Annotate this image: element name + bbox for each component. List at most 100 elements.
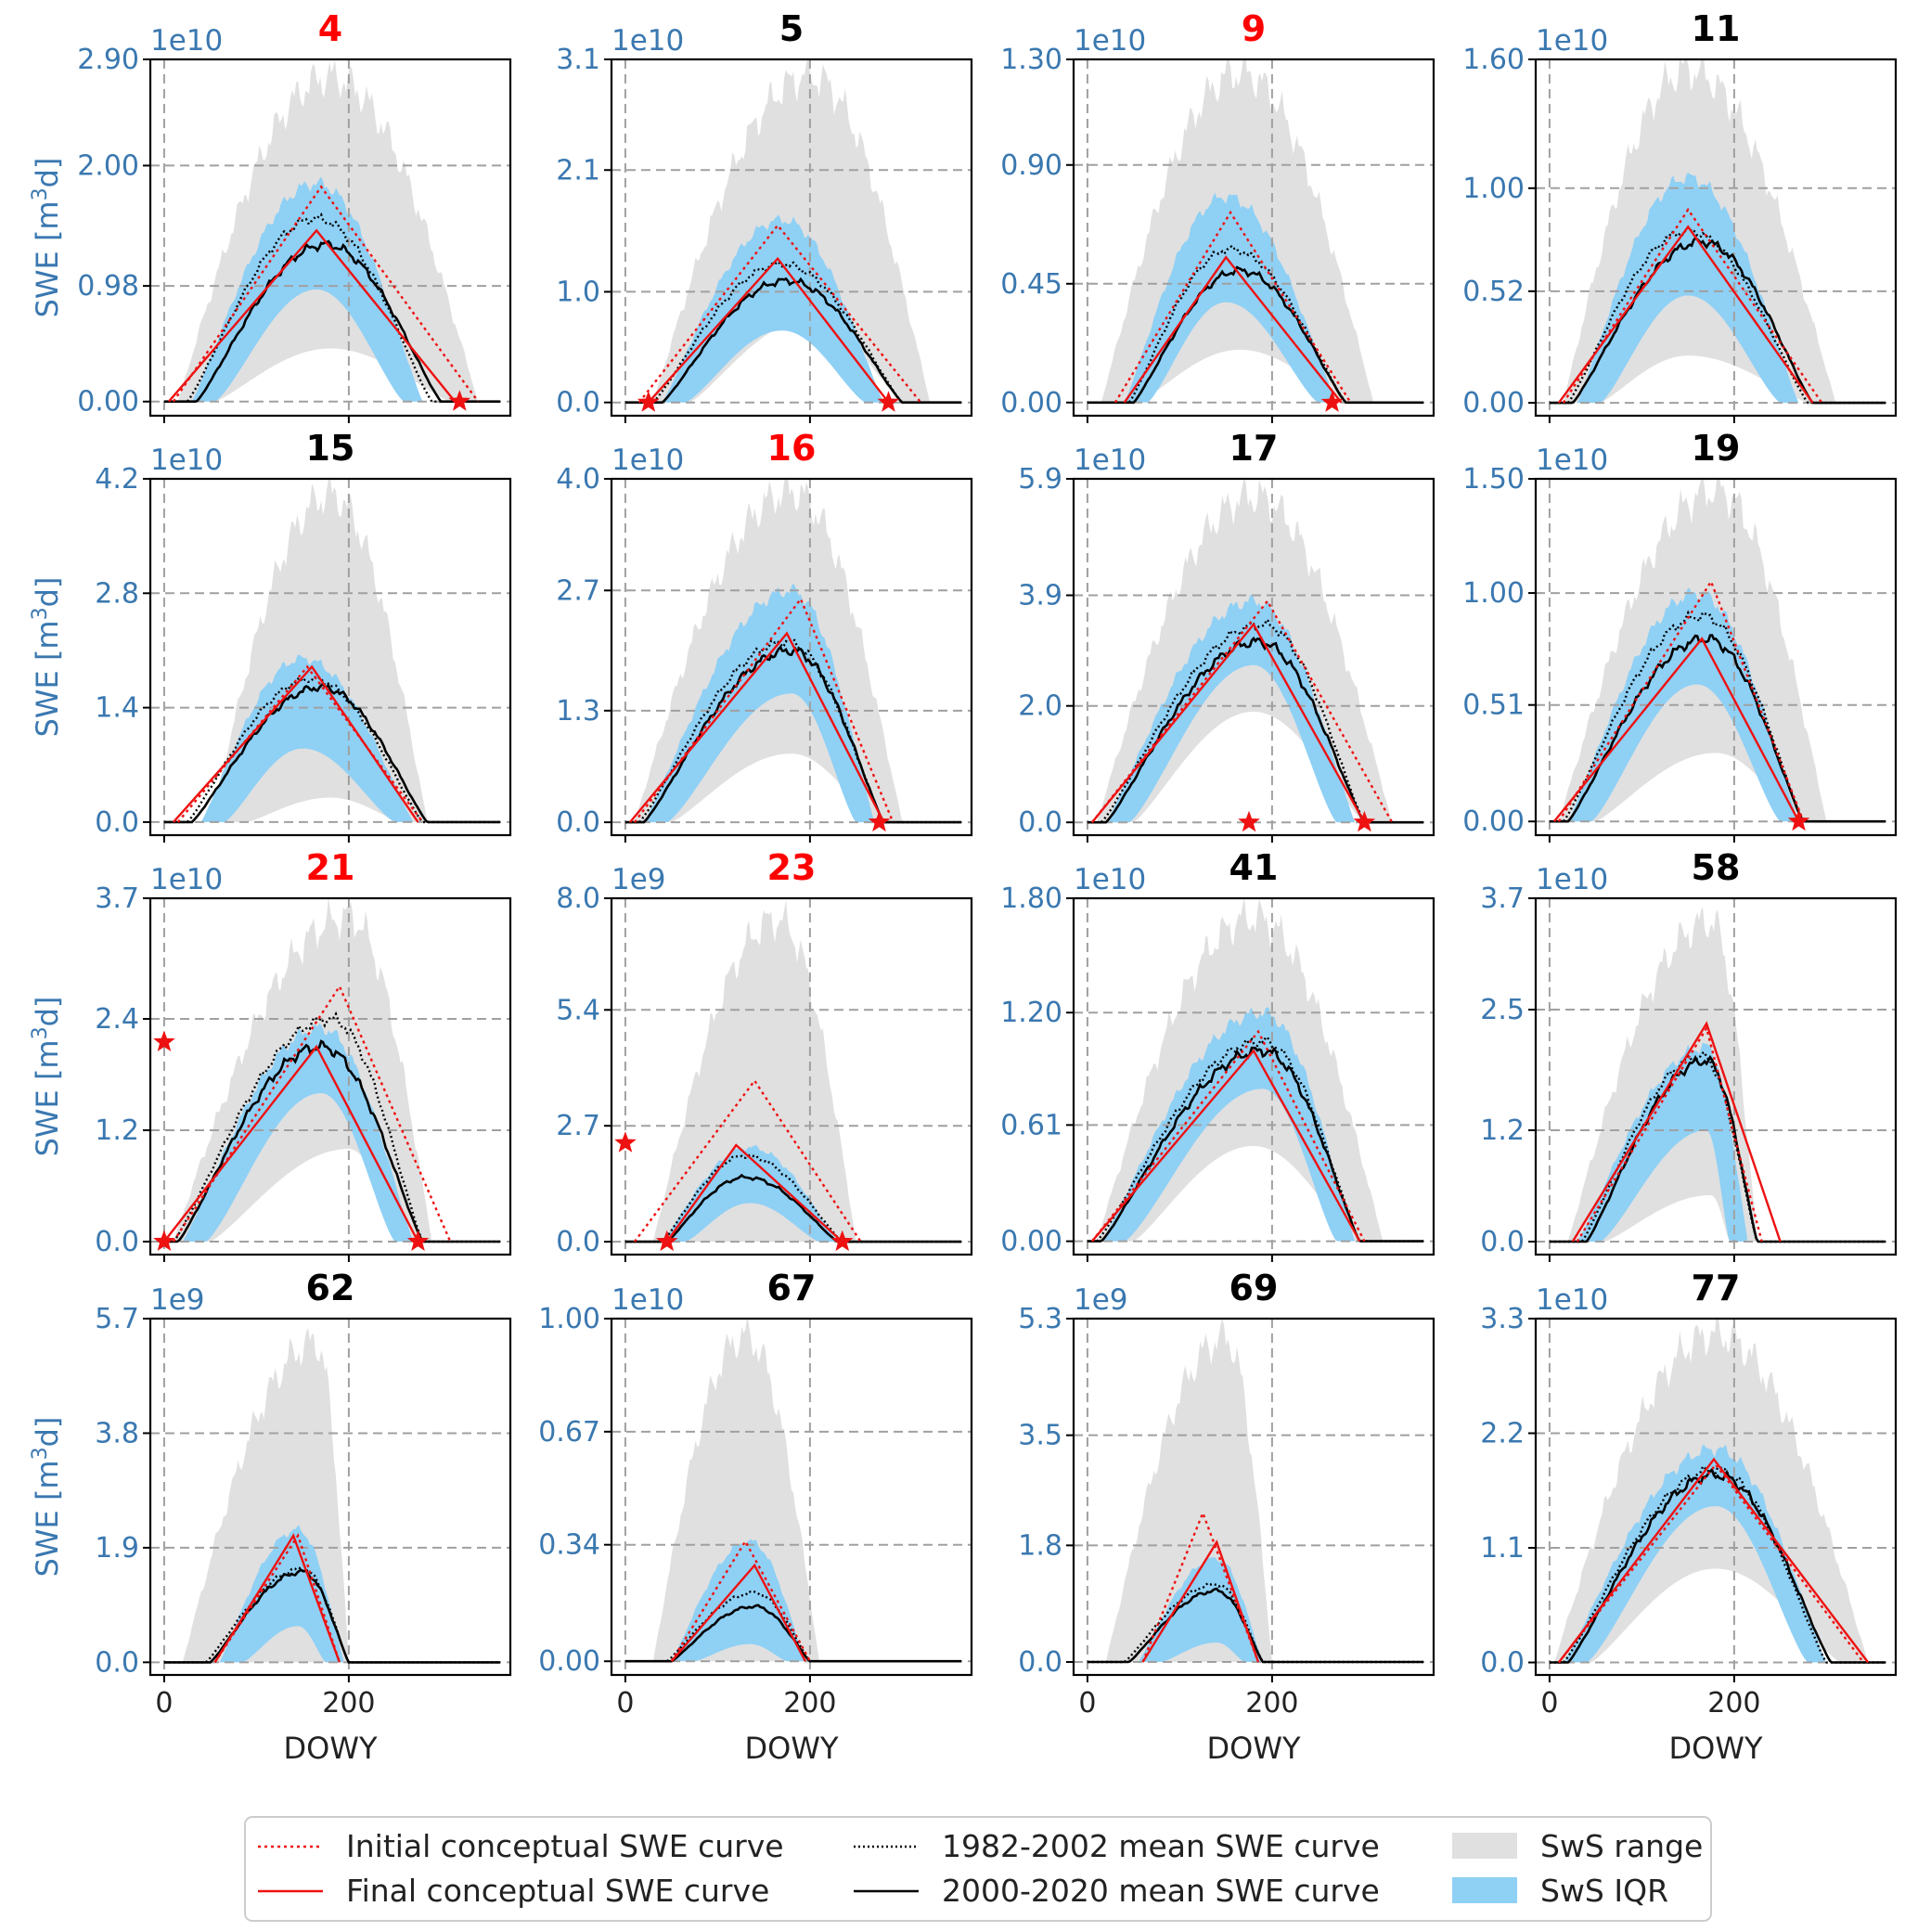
panel-frame — [610, 896, 973, 1256]
x-tick-label: 0 — [616, 1687, 634, 1719]
y-tick-label: 1.2 — [95, 1114, 139, 1147]
initial-conceptual-curve — [1141, 1510, 1260, 1663]
sws-iqr-band — [219, 1525, 343, 1663]
y-tick-label: 0.67 — [538, 1416, 600, 1449]
x-tick-label: 0 — [155, 1687, 173, 1719]
sws-iqr-band — [662, 1145, 838, 1243]
y-tick-label: 0.00 — [1000, 1226, 1062, 1258]
legend-label: Initial conceptual SWE curve — [346, 1828, 784, 1864]
plot-area — [611, 1319, 972, 1675]
y-offset-label: 1e10 — [1074, 444, 1146, 477]
y-axis-label-main: SWE [m — [30, 1460, 65, 1577]
y-offset-label: 1e9 — [150, 1283, 205, 1317]
y-axis-label-sup: 3 — [29, 1447, 52, 1460]
plot-area — [1536, 1319, 1896, 1675]
panel-frame — [1534, 896, 1898, 1256]
plot-area — [1074, 59, 1434, 416]
y-tick-label: 0.0 — [1018, 806, 1062, 839]
mean-1982-2002-curve — [163, 675, 501, 824]
legend-item: 2000-2020 mean SWE curve — [854, 1873, 1380, 1909]
y-tick-label: 2.7 — [556, 574, 600, 607]
y-tick-label: 3.7 — [1480, 882, 1525, 915]
y-tick-label: 2.1 — [556, 154, 600, 187]
y-axis-label-main: SWE [m — [30, 1039, 65, 1156]
x-axis-label: DOWY — [1206, 1731, 1300, 1766]
y-offset-label: 1e10 — [1536, 24, 1608, 58]
y-tick-label: 0.34 — [538, 1529, 600, 1562]
panel-title: 4 — [318, 8, 342, 49]
star-marker — [830, 1230, 854, 1252]
mean-1982-2002-curve — [624, 1153, 962, 1243]
panel-frame — [1534, 477, 1898, 837]
panel-title: 77 — [1692, 1268, 1741, 1308]
initial-conceptual-curve — [1113, 210, 1352, 404]
y-tick-label: 3.8 — [95, 1417, 139, 1449]
initial-conceptual-curve — [1557, 579, 1805, 822]
plot-area — [150, 59, 510, 416]
y-tick-label: 0.0 — [95, 806, 139, 839]
panel-title: 41 — [1229, 847, 1279, 888]
y-tick-label: 1.50 — [1462, 463, 1525, 496]
y-axis-label-sup: 3 — [29, 187, 52, 200]
mean-2000-2020-curve — [163, 682, 501, 824]
sws-iqr-band — [1101, 1007, 1355, 1242]
y-tick-label: 0.98 — [77, 270, 139, 303]
y-tick-label: 1.00 — [538, 1303, 600, 1335]
x-axis-label: DOWY — [283, 1731, 377, 1766]
sws-iqr-band — [200, 654, 414, 822]
mean-2000-2020-curve — [163, 1039, 501, 1243]
mean-1982-2002-curve — [1549, 1464, 1886, 1664]
x-tick-label: 200 — [1707, 1687, 1760, 1719]
final-conceptual-curve — [1552, 637, 1800, 822]
plot-area — [611, 59, 972, 416]
panel-5: 0.0 1.0 2.1 3.1 1e10 5 — [556, 8, 973, 423]
star-marker — [1353, 810, 1376, 832]
final-conceptual-curve — [665, 1143, 843, 1243]
mean-2000-2020-curve — [1549, 634, 1886, 823]
star-marker — [637, 391, 660, 412]
panel-frame — [1072, 1317, 1435, 1677]
panel-title: 67 — [767, 1268, 817, 1308]
initial-conceptual-curve — [1090, 1029, 1366, 1243]
panel-frame — [148, 58, 512, 418]
mean-2000-2020-curve — [1087, 265, 1424, 405]
sws-iqr-band — [662, 214, 884, 403]
sws-iqr-band — [1124, 192, 1337, 403]
y-tick-label: 0.61 — [1000, 1109, 1062, 1141]
panel-16: 0.0 1.3 2.7 4.0 1e10 16 — [556, 428, 973, 843]
star-marker — [448, 390, 471, 411]
y-axis-label: SWE [m3d] — [29, 158, 65, 318]
y-tick-label: 0.0 — [556, 806, 600, 839]
star-marker — [153, 1230, 175, 1252]
panel-frame — [1072, 58, 1435, 418]
mean-2000-2020-curve — [1087, 1046, 1424, 1243]
mean-2000-2020-curve — [163, 1568, 501, 1664]
y-tick-label: 2.00 — [77, 149, 139, 182]
x-axis-label: DOWY — [744, 1731, 838, 1766]
y-tick-label: 2.7 — [556, 1110, 600, 1142]
legend-item: SwS range — [1452, 1828, 1703, 1864]
panel-67: 0.00 0.34 0.67 1.00 0 200 1e10 67 DOWY — [538, 1268, 973, 1766]
y-tick-label: 2.8 — [95, 577, 139, 610]
panel-frame — [1534, 1317, 1898, 1677]
legend-label: 1982-2002 mean SWE curve — [942, 1828, 1380, 1864]
mean-2000-2020-curve — [1549, 1054, 1886, 1243]
y-tick-label: 2.90 — [77, 44, 139, 76]
y-offset-label: 1e10 — [1536, 1283, 1608, 1317]
y-offset-label: 1e10 — [1536, 863, 1608, 896]
y-axis-label-sup: 3 — [29, 607, 52, 620]
legend-label: SwS range — [1540, 1828, 1703, 1864]
panel-title: 62 — [306, 1268, 355, 1308]
star-marker — [877, 391, 900, 412]
y-tick-label: 4.2 — [95, 463, 139, 496]
y-tick-label: 1.00 — [1462, 173, 1525, 205]
y-tick-label: 0.45 — [1000, 268, 1062, 301]
x-tick-label: 200 — [783, 1687, 836, 1719]
final-conceptual-curve — [1090, 622, 1366, 823]
initial-conceptual-curve — [1557, 1462, 1865, 1664]
mean-1982-2002-curve — [1549, 225, 1886, 405]
panel-frame — [148, 1317, 512, 1677]
panel-62: 0.0 1.9 3.8 5.7 0 200 1e9 62 SWE [m3d] DOWY — [29, 1268, 512, 1766]
y-tick-label: 2.5 — [1480, 994, 1525, 1026]
